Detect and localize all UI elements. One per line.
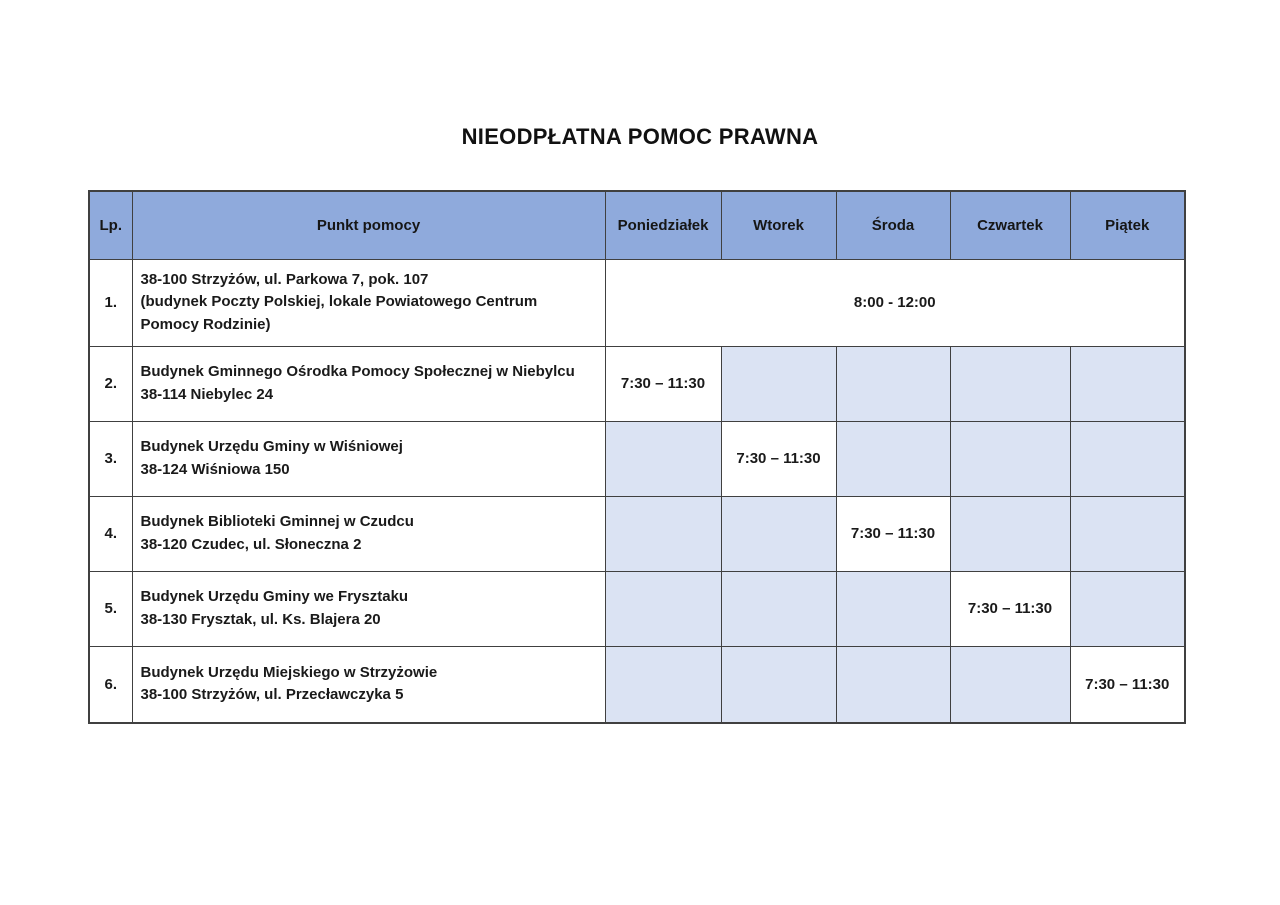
schedule-cell-sroda	[835, 570, 951, 647]
punkt-pomocy-cell: Budynek Urzędu Gminy we Frysztaku 38-130…	[131, 570, 606, 647]
schedule-cell-merged-all-days: 8:00 - 12:00	[604, 258, 1186, 347]
punkt-pomocy-cell: Budynek Urzędu Gminy w Wiśniowej 38-124 …	[131, 420, 606, 497]
row-number-cell: 5.	[88, 570, 133, 647]
column-header-lp: Lp.	[88, 190, 133, 260]
column-header-wtorek: Wtorek	[720, 190, 837, 260]
header-row: Lp. Punkt pomocy Poniedziałek Wtorek Śro…	[88, 190, 1186, 260]
schedule-cell-piatek	[1069, 495, 1186, 572]
schedule-cell-czwartek	[949, 495, 1071, 572]
schedule-cell-czwartek	[949, 345, 1071, 422]
schedule-cell-poniedzialek	[604, 645, 722, 724]
punkt-line: 38-100 Strzyżów, ul. Parkowa 7, pok. 107	[140, 270, 429, 288]
row-number-cell: 4.	[88, 495, 133, 572]
row-number-cell: 1.	[88, 258, 133, 347]
schedule-table-container: Lp. Punkt pomocy Poniedziałek Wtorek Śro…	[88, 190, 1186, 724]
row-number-cell: 3.	[88, 420, 133, 497]
schedule-cell-wtorek	[720, 645, 837, 724]
schedule-cell-sroda	[835, 645, 951, 724]
table-row: 4. Budynek Biblioteki Gminnej w Czudcu 3…	[88, 495, 1186, 572]
schedule-cell-piatek: 7:30 – 11:30	[1069, 645, 1186, 724]
column-header-czwartek: Czwartek	[949, 190, 1071, 260]
punkt-pomocy-cell: Budynek Urzędu Miejskiego w Strzyżowie 3…	[131, 645, 606, 724]
schedule-cell-sroda: 7:30 – 11:30	[835, 495, 951, 572]
schedule-cell-piatek	[1069, 345, 1186, 422]
schedule-cell-sroda	[835, 420, 951, 497]
schedule-cell-poniedzialek: 7:30 – 11:30	[604, 345, 722, 422]
schedule-cell-piatek	[1069, 570, 1186, 647]
punkt-line: 38-120 Czudec, ul. Słoneczna 2	[140, 535, 362, 553]
schedule-cell-czwartek	[949, 645, 1071, 724]
schedule-cell-wtorek	[720, 495, 837, 572]
punkt-line: Budynek Urzędu Gminy we Frysztaku	[140, 588, 409, 605]
schedule-cell-czwartek	[949, 420, 1071, 497]
punkt-line: 38-114 Niebylec 24	[140, 385, 274, 403]
table-row: 1. 38-100 Strzyżów, ul. Parkowa 7, pok. …	[88, 258, 1186, 347]
punkt-line: 38-100 Strzyżów, ul. Przecławczyka 5	[140, 686, 404, 704]
schedule-cell-wtorek	[720, 345, 837, 422]
schedule-cell-sroda	[835, 345, 951, 422]
table-row: 6. Budynek Urzędu Miejskiego w Strzyżowi…	[88, 645, 1186, 724]
punkt-line: 38-130 Frysztak, ul. Ks. Blajera 20	[140, 610, 381, 628]
punkt-pomocy-cell: Budynek Gminnego Ośrodka Pomocy Społeczn…	[131, 345, 606, 422]
punkt-line: Budynek Gminnego Ośrodka Pomocy Społeczn…	[140, 363, 575, 380]
punkt-line: Budynek Urzędu Miejskiego w Strzyżowie	[140, 663, 438, 681]
schedule-cell-wtorek	[720, 570, 837, 647]
punkt-line: Budynek Biblioteki Gminnej w Czudcu	[140, 513, 414, 530]
schedule-cell-wtorek: 7:30 – 11:30	[720, 420, 837, 497]
punkt-line: 38-124 Wiśniowa 150	[140, 460, 290, 478]
punkt-pomocy-cell: 38-100 Strzyżów, ul. Parkowa 7, pok. 107…	[131, 258, 606, 347]
column-header-sroda: Środa	[835, 190, 951, 260]
column-header-poniedzialek: Poniedziałek	[604, 190, 722, 260]
punkt-line: Budynek Urzędu Gminy w Wiśniowej	[140, 438, 403, 455]
row-number-cell: 6.	[88, 645, 133, 724]
schedule-cell-poniedzialek	[604, 570, 722, 647]
schedule-cell-czwartek: 7:30 – 11:30	[949, 570, 1071, 647]
table-row: 3. Budynek Urzędu Gminy w Wiśniowej 38-1…	[88, 420, 1186, 497]
column-header-punkt-pomocy: Punkt pomocy	[131, 190, 606, 260]
column-header-piatek: Piątek	[1069, 190, 1186, 260]
schedule-cell-poniedzialek	[604, 420, 722, 497]
table-row: 2. Budynek Gminnego Ośrodka Pomocy Społe…	[88, 345, 1186, 422]
punkt-line: (budynek Poczty Polskiej, lokale Powiato…	[140, 293, 538, 333]
schedule-cell-poniedzialek	[604, 495, 722, 572]
punkt-pomocy-cell: Budynek Biblioteki Gminnej w Czudcu 38-1…	[131, 495, 606, 572]
page-title: NIEODPŁATNA POMOC PRAWNA	[461, 123, 819, 149]
table-row: 5. Budynek Urzędu Gminy we Frysztaku 38-…	[88, 570, 1186, 647]
schedule-table: Lp. Punkt pomocy Poniedziałek Wtorek Śro…	[88, 190, 1186, 724]
row-number-cell: 2.	[88, 345, 133, 422]
schedule-cell-piatek	[1069, 420, 1186, 497]
